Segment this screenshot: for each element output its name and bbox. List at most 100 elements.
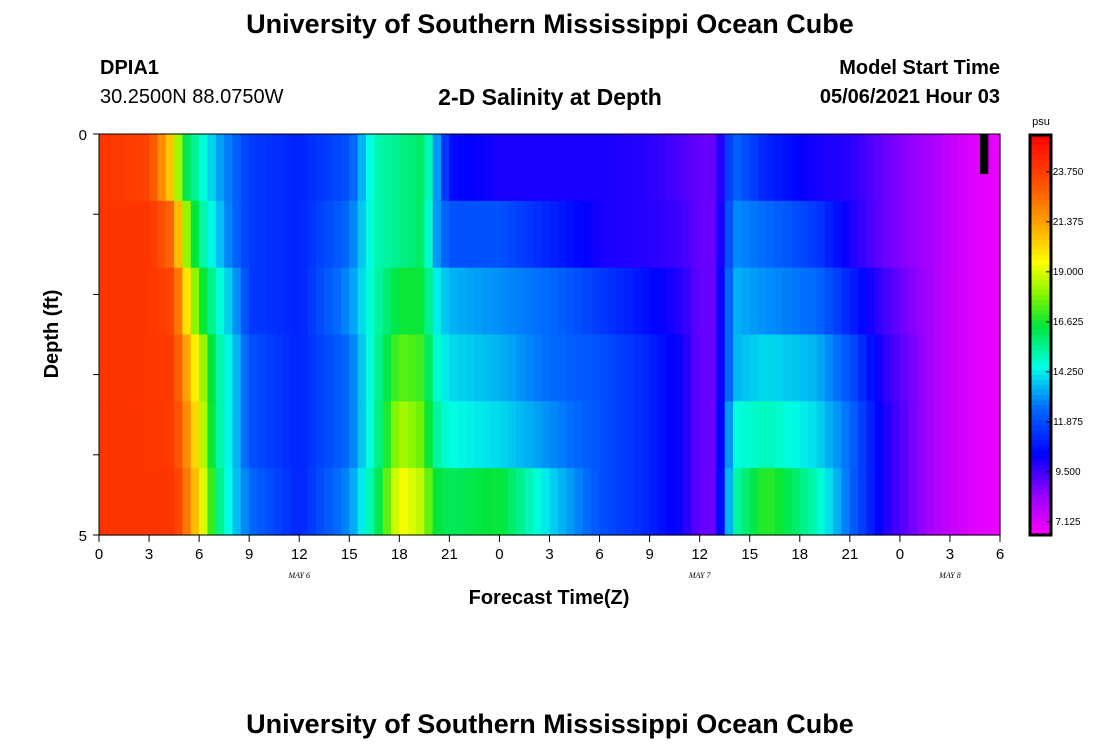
colorbar-segment: [1030, 445, 1051, 451]
heatmap-cell: [699, 200, 709, 269]
colorbar-segment: [1030, 200, 1051, 206]
heatmap-cell: [599, 200, 609, 269]
colorbar-segment: [1030, 475, 1051, 481]
heatmap-cell: [432, 468, 442, 536]
heatmap-cell: [174, 267, 184, 336]
heatmap-cell: [332, 200, 342, 269]
heatmap-cell: [474, 267, 484, 336]
heatmap-cell: [816, 200, 826, 269]
x-tick-label: 3: [145, 546, 153, 563]
heatmap-cell: [616, 267, 626, 336]
heatmap-cell: [374, 401, 384, 469]
heatmap-cell: [816, 267, 826, 336]
heatmap-cell: [808, 401, 818, 469]
heatmap-cell: [541, 267, 551, 336]
heatmap-cell: [724, 334, 734, 402]
heatmap-cell: [140, 401, 150, 469]
heatmap-cell: [432, 134, 442, 202]
heatmap-cell: [365, 401, 375, 469]
x-tick-label: 12: [291, 546, 308, 563]
heatmap-cell: [724, 267, 734, 336]
heatmap-cell: [340, 200, 350, 269]
heatmap-cell: [365, 267, 375, 336]
heatmap-cell: [808, 468, 818, 536]
heatmap-cell: [891, 401, 901, 469]
heatmap-cell: [240, 468, 250, 536]
heatmap-cell: [390, 334, 400, 402]
heatmap-cell: [799, 267, 809, 336]
heatmap-cell: [165, 134, 175, 202]
heatmap-cell: [207, 267, 217, 336]
heatmap-cell: [891, 134, 901, 202]
heatmap-cell: [974, 200, 984, 269]
heatmap-cell: [958, 401, 968, 469]
heatmap-cell: [541, 401, 551, 469]
heatmap-cell: [249, 334, 259, 402]
heatmap-cell: [215, 334, 225, 402]
heatmap-cell: [774, 134, 784, 202]
heatmap-cell: [624, 134, 634, 202]
heatmap-cell: [491, 200, 501, 269]
colorbar-segment: [1030, 255, 1051, 261]
colorbar-segment: [1030, 465, 1051, 471]
heatmap-cell: [899, 401, 909, 469]
heatmap-cell: [132, 267, 142, 336]
x-tick-label: 21: [441, 546, 458, 563]
heatmap-cell: [624, 200, 634, 269]
heatmap-cell: [382, 134, 392, 202]
heatmap-cell: [340, 468, 350, 536]
heatmap-cell: [674, 200, 684, 269]
heatmap-cell: [607, 401, 617, 469]
heatmap-cell: [616, 468, 626, 536]
heatmap-cell: [449, 267, 459, 336]
heatmap-cell: [199, 468, 209, 536]
heatmap-cell: [574, 134, 584, 202]
heatmap-cell: [699, 267, 709, 336]
heatmap-cell: [240, 200, 250, 269]
heatmap-cell: [974, 134, 984, 202]
heatmap-cell: [682, 267, 692, 336]
heatmap-cell: [566, 200, 576, 269]
heatmap-cell: [507, 468, 517, 536]
heatmap-cell: [899, 334, 909, 402]
heatmap-cell: [507, 334, 517, 402]
heatmap-cell: [833, 468, 843, 536]
heatmap-cell: [315, 134, 325, 202]
heatmap-cell: [324, 134, 334, 202]
heatmap-cell: [674, 401, 684, 469]
heatmap-cell: [207, 401, 217, 469]
heatmap-cell: [891, 200, 901, 269]
heatmap-cell: [666, 334, 676, 402]
heatmap-cell: [132, 401, 142, 469]
data-gap-marker: [979, 134, 989, 175]
colorbar-segment: [1030, 470, 1051, 476]
heatmap-cell: [107, 334, 117, 402]
heatmap-cell: [557, 267, 567, 336]
heatmap-cell: [866, 401, 876, 469]
colorbar-segment: [1030, 155, 1051, 161]
heatmap-cell: [983, 200, 993, 269]
heatmap-cell: [265, 134, 275, 202]
heatmap-cell: [541, 468, 551, 536]
heatmap-cell: [215, 134, 225, 202]
heatmap-cell: [532, 200, 542, 269]
heatmap-cell: [916, 334, 926, 402]
heatmap-cell: [274, 200, 284, 269]
heatmap-cell: [958, 200, 968, 269]
x-tick-label: 18: [391, 546, 408, 563]
heatmap-cell: [274, 468, 284, 536]
colorbar-segment: [1030, 275, 1051, 281]
heatmap-cell: [883, 401, 893, 469]
heatmap-cell: [124, 401, 133, 469]
heatmap-cell: [240, 401, 250, 469]
heatmap-cell: [758, 468, 767, 536]
heatmap-cell: [115, 200, 125, 269]
heatmap-cell: [933, 401, 943, 469]
heatmap-cell: [374, 468, 384, 536]
colorbar-segment: [1030, 480, 1051, 486]
heatmap-cell: [607, 468, 617, 536]
heatmap-cell: [691, 267, 701, 336]
heatmap-cell: [232, 267, 242, 336]
heatmap-cell: [257, 334, 267, 402]
heatmap-cell: [416, 200, 425, 269]
